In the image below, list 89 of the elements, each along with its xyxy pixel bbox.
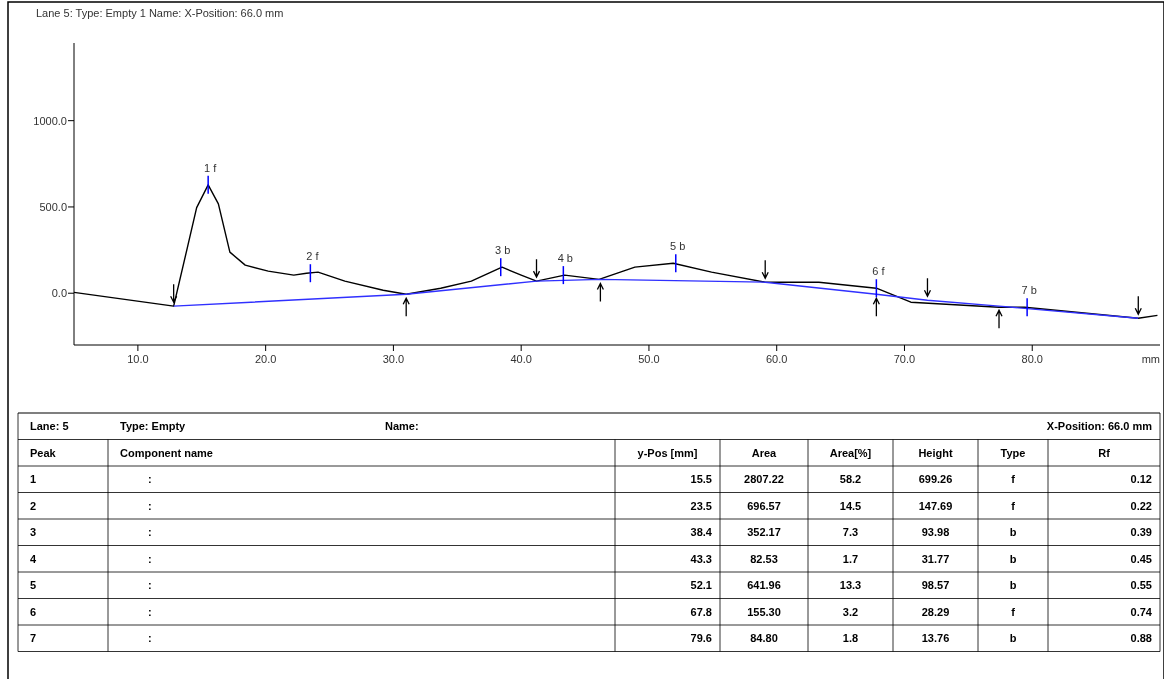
text: Component name xyxy=(120,446,213,459)
text: b xyxy=(1009,526,1017,539)
text: f xyxy=(1011,605,1016,618)
category-label: 4 xyxy=(30,552,37,565)
annotation: 4 b xyxy=(557,252,573,265)
x-axis-title: mm xyxy=(1141,353,1160,365)
text: 352.17 xyxy=(747,526,781,539)
annotation: 6 f xyxy=(872,265,886,278)
text: 84.80 xyxy=(750,632,778,645)
text: 38.4 xyxy=(690,526,713,539)
x-tick-label: 40.0 xyxy=(510,353,532,365)
x-tick-label: 80.0 xyxy=(1021,353,1043,365)
text: : xyxy=(148,526,152,539)
text: 2807.22 xyxy=(744,473,784,486)
text: b xyxy=(1009,552,1017,565)
x-tick-label: 70.0 xyxy=(893,353,916,365)
text: 52.1 xyxy=(690,579,712,592)
text: 1.7 xyxy=(842,552,859,565)
text: 58.2 xyxy=(839,473,862,486)
text: : xyxy=(148,632,152,645)
text: 0.74 xyxy=(1130,605,1153,618)
text: 147.69 xyxy=(918,499,953,512)
category-label: 1 xyxy=(30,473,37,486)
text: y-Pos [mm] xyxy=(637,446,698,459)
text: 13.76 xyxy=(921,632,950,645)
text: 0.22 xyxy=(1130,499,1152,512)
text: X-Position: 66.0 mm xyxy=(1046,420,1153,433)
y-tick-label: 1000.0 xyxy=(33,114,67,127)
text: Type xyxy=(1000,446,1026,459)
text: 0.45 xyxy=(1130,552,1152,565)
x-tick-label: 20.0 xyxy=(254,353,277,365)
text: Area[%] xyxy=(829,446,872,459)
text: 15.5 xyxy=(690,473,712,486)
y-tick-label: 0.0 xyxy=(51,287,67,300)
text: Area xyxy=(751,446,778,459)
x-tick-label: 30.0 xyxy=(382,353,405,365)
annotation: 1 f xyxy=(204,161,218,174)
category-label: 3 xyxy=(30,526,37,539)
annotation: 2 f xyxy=(306,250,320,263)
text: 13.3 xyxy=(839,579,862,592)
x-tick-label: 10.0 xyxy=(127,353,149,365)
text: 7.3 xyxy=(842,526,859,539)
annotation: 3 b xyxy=(495,244,511,257)
text: Height xyxy=(918,446,953,459)
text: : xyxy=(148,579,152,592)
text: 641.96 xyxy=(747,579,781,592)
text: 696.57 xyxy=(747,499,781,512)
annotation: 5 b xyxy=(670,240,686,253)
chart-title: Lane 5: Type: Empty 1 Name: X-Position: 66.0 mm xyxy=(36,7,284,19)
text: 82.53 xyxy=(750,552,778,565)
text: Type: Empty xyxy=(120,420,187,433)
text: 28.29 xyxy=(921,605,950,618)
text: 67.8 xyxy=(690,605,712,618)
category-label: 6 xyxy=(30,605,37,618)
text: 0.55 xyxy=(1130,579,1152,592)
text: 23.5 xyxy=(690,499,712,512)
text: 98.57 xyxy=(921,579,950,592)
annotation: 7 b xyxy=(1021,284,1037,297)
text: 31.77 xyxy=(921,552,950,565)
category-label: 5 xyxy=(30,579,37,592)
line-series xyxy=(172,278,1139,319)
text: : xyxy=(148,499,152,512)
x-tick-label: 60.0 xyxy=(765,353,788,365)
text: Peak xyxy=(30,446,57,459)
text: 699.26 xyxy=(918,473,953,486)
x-tick-label: 50.0 xyxy=(638,353,660,365)
text: : xyxy=(148,552,152,565)
y-tick-label: 500.0 xyxy=(39,200,67,213)
text: 0.88 xyxy=(1130,632,1152,645)
text: Rf xyxy=(1098,446,1111,459)
text: f xyxy=(1011,473,1016,486)
text: 14.5 xyxy=(839,499,862,512)
text: Name: xyxy=(385,420,419,433)
text: 155.30 xyxy=(747,605,781,618)
text: f xyxy=(1011,499,1016,512)
text: 79.6 xyxy=(690,632,712,645)
text: 1.8 xyxy=(842,632,859,645)
text: 93.98 xyxy=(921,526,950,539)
text: Lane: 5 xyxy=(30,420,69,433)
category-label: 7 xyxy=(30,632,37,645)
text: b xyxy=(1009,579,1017,592)
text: 0.39 xyxy=(1130,526,1152,539)
text: 43.3 xyxy=(690,552,712,565)
text: 3.2 xyxy=(842,605,859,618)
text: b xyxy=(1009,632,1017,645)
text: 0.12 xyxy=(1130,473,1152,486)
category-label: 2 xyxy=(30,499,37,512)
text: : xyxy=(148,605,152,618)
text: : xyxy=(148,473,152,486)
